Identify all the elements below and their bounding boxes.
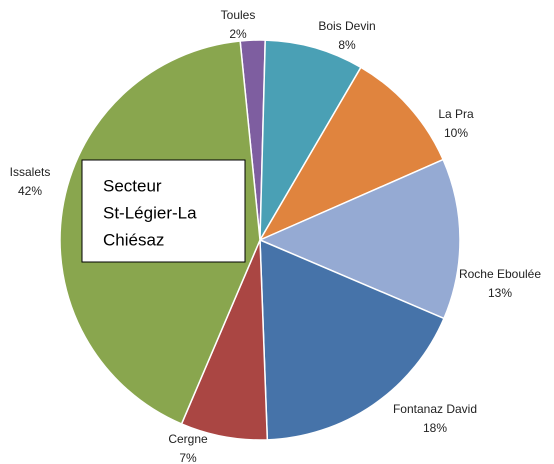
slice-value-label: 42% — [18, 184, 42, 198]
slice-label: Bois Devin — [318, 19, 375, 33]
slice-label: Toules — [221, 8, 256, 22]
slice-value-label: 8% — [338, 38, 356, 52]
annotation-box — [81, 159, 246, 263]
slice-value-label: 10% — [444, 126, 468, 140]
pie-slice — [259, 39, 362, 241]
slice-label: Roche Eboulée — [459, 267, 541, 281]
slice-value-label: 2% — [229, 27, 247, 41]
annotation-line: St-Légier-La — [103, 203, 197, 222]
slice-value-label: 18% — [423, 421, 447, 435]
slice-label: Cergne — [168, 432, 208, 446]
slice-label: Issalets — [10, 165, 51, 179]
annotation-line: Secteur — [103, 176, 162, 195]
slice-label: Fontanaz David — [393, 402, 477, 416]
annotation-line: Chiésaz — [103, 230, 164, 249]
pie-slice — [259, 238, 445, 441]
labels: Toules 2% Bois Devin 8% La Pra 10% Roche Eboul… — [10, 8, 542, 464]
pie-slice — [258, 66, 445, 242]
slice-label: La Pra — [438, 107, 474, 121]
pie-slice — [258, 158, 461, 320]
slice-value-label: 13% — [488, 286, 512, 300]
annotation: Secteur St-Légier-La Chiésaz — [103, 176, 197, 249]
slice-value-label: 7% — [179, 451, 197, 464]
